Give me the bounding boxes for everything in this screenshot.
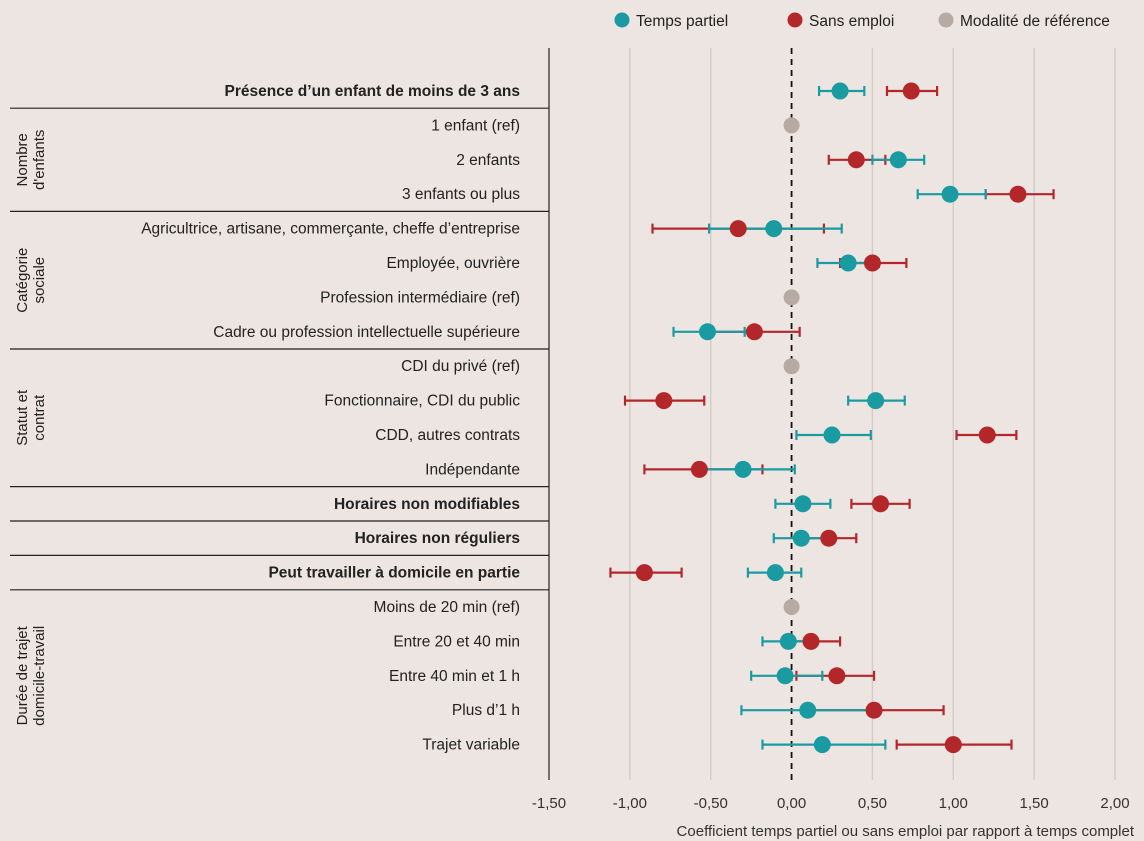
group-label-line: Catégorie	[14, 248, 31, 313]
x-tick-label: 1,00	[939, 795, 968, 812]
row-label: Cadre ou profession intellectuelle supér…	[213, 324, 520, 341]
legend-marker	[614, 12, 630, 28]
temps-partiel-point	[776, 667, 794, 685]
row-label: Entre 40 min et 1 h	[389, 668, 520, 685]
row-label: Plus d’1 h	[452, 702, 520, 719]
sans-emploi-point	[828, 667, 846, 685]
sans-emploi-point	[729, 220, 747, 238]
temps-partiel-point	[889, 151, 907, 169]
group-label-line: contrat	[31, 394, 48, 441]
sans-emploi-point	[944, 736, 962, 754]
group-label: Statut etcontrat	[14, 389, 48, 446]
temps-partiel-point	[941, 185, 959, 203]
group-label: Catégoriesociale	[14, 248, 48, 313]
sans-emploi-point	[820, 529, 838, 547]
sans-emploi-point	[978, 426, 996, 444]
x-tick-label: 0,50	[858, 795, 887, 812]
legend-marker	[787, 12, 803, 28]
group-label-line: d'enfants	[31, 130, 48, 190]
temps-partiel-point	[823, 426, 841, 444]
row-label: CDD, autres contrats	[375, 427, 520, 444]
row-label: Horaires non réguliers	[355, 530, 520, 547]
temps-partiel-point	[766, 564, 784, 582]
temps-partiel-point	[813, 736, 831, 754]
row-label: Employée, ouvrière	[386, 255, 520, 272]
x-axis-label: Coefficient temps partiel ou sans emploi…	[677, 823, 1135, 840]
x-tick-label: 1,50	[1020, 795, 1049, 812]
group-label-line: sociale	[31, 257, 48, 304]
temps-partiel-point	[792, 529, 810, 547]
row-label: Peut travailler à domicile en partie	[268, 565, 520, 582]
temps-partiel-point	[698, 323, 716, 341]
row-label: Horaires non modifiables	[334, 496, 520, 513]
group-labels: Nombred'enfants Catégoriesociale Statut et…	[10, 107, 549, 726]
row-label: Fonctionnaire, CDI du public	[324, 393, 520, 410]
x-tick-label: 0,00	[777, 795, 806, 812]
sans-emploi-point	[902, 82, 920, 100]
temps-partiel-point	[831, 82, 849, 100]
sans-emploi-point	[802, 632, 820, 650]
temps-partiel-point	[734, 460, 752, 478]
temps-partiel-point	[839, 254, 857, 272]
row-label: Trajet variable	[422, 737, 520, 754]
legend-label: Sans emploi	[809, 13, 894, 30]
temps-partiel-point	[765, 220, 783, 238]
legend: Temps partiel Sans emploi Modalité de réfé…	[614, 12, 1110, 30]
row-label: Profession intermédiaire (ref)	[320, 289, 520, 306]
row-label: CDI du privé (ref)	[401, 358, 520, 375]
legend-label: Temps partiel	[636, 13, 728, 30]
row-label: Présence d’un enfant de moins de 3 ans	[225, 83, 520, 100]
row-label: 2 enfants	[456, 152, 520, 169]
reference-point	[783, 599, 800, 615]
row-label: 1 enfant (ref)	[431, 117, 520, 134]
x-axis: -1,50 -1,00 -0,50 0,00 0,50 1,00 1,50 2,00 Coeff…	[532, 795, 1135, 840]
grid-lines	[548, 48, 1116, 780]
temps-partiel-point	[779, 632, 797, 650]
x-tick-label: -0,50	[694, 795, 728, 812]
sans-emploi-point	[655, 392, 673, 410]
row-label: Moins de 20 min (ref)	[374, 599, 520, 616]
temps-partiel-point	[799, 701, 817, 719]
reference-point	[783, 358, 800, 375]
row-label: Indépendante	[425, 461, 520, 478]
sans-emploi-point	[745, 323, 763, 341]
legend-marker	[938, 12, 954, 28]
group-label: Nombred'enfants	[14, 130, 48, 190]
sans-emploi-point	[1009, 185, 1027, 203]
sans-emploi-point	[863, 254, 881, 272]
row-label: Agricultrice, artisane, commerçante, che…	[141, 221, 520, 238]
x-tick-label: -1,00	[613, 795, 647, 812]
sans-emploi-point	[847, 151, 865, 169]
row-labels: Présence d’un enfant de moins de 3 ans 1 …	[141, 83, 520, 754]
legend-label: Modalité de référence	[960, 13, 1110, 30]
x-tick-label: 2,00	[1100, 795, 1129, 812]
group-label-line: Statut et	[14, 389, 31, 446]
temps-partiel-point	[794, 495, 812, 513]
row-label: Entre 20 et 40 min	[393, 633, 520, 650]
group-label-line: Durée de trajet	[14, 625, 31, 725]
reference-point	[783, 117, 800, 134]
sans-emploi-point	[865, 701, 883, 719]
chart-marks	[609, 82, 1055, 754]
row-label: 3 enfants ou plus	[402, 186, 520, 203]
temps-partiel-point	[867, 392, 885, 410]
reference-point	[783, 289, 800, 306]
sans-emploi-point	[690, 460, 708, 478]
x-tick-label: -1,50	[532, 795, 566, 812]
group-label: Durée de trajetdomicile-travail	[14, 625, 48, 725]
sans-emploi-point	[635, 564, 653, 582]
group-label-line: Nombre	[14, 133, 31, 186]
sans-emploi-point	[872, 495, 890, 513]
group-label-line: domicile-travail	[31, 626, 48, 726]
